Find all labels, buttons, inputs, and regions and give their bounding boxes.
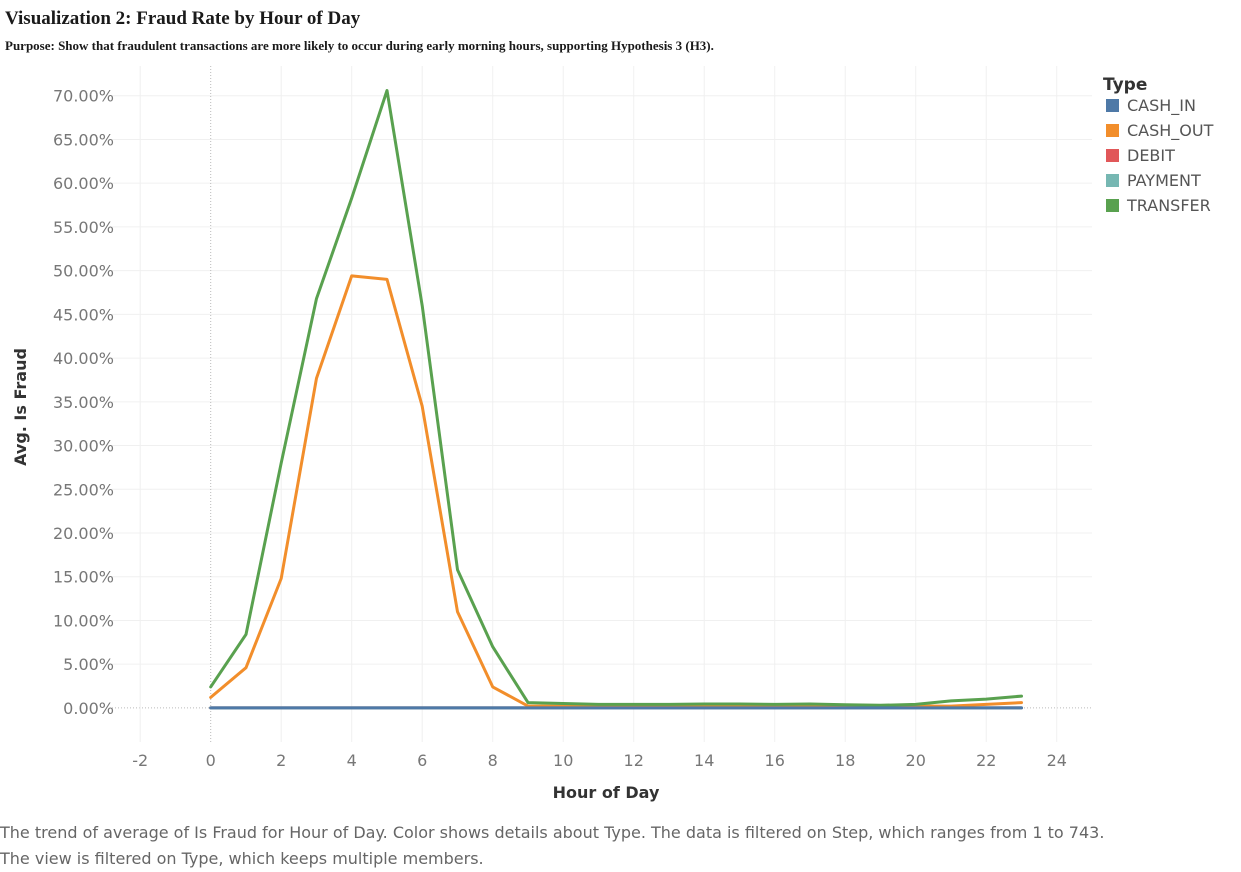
y-tick-label: 65.00% xyxy=(53,130,114,149)
y-tick-label: 10.00% xyxy=(53,611,114,630)
x-tick-label: 6 xyxy=(417,751,427,770)
y-tick-label: 60.00% xyxy=(53,174,114,193)
y-tick-label: 40.00% xyxy=(53,349,114,368)
x-tick-label: 12 xyxy=(624,751,644,770)
series-line-transfer xyxy=(209,89,1023,707)
legend-swatch xyxy=(1106,174,1119,187)
legend-swatch xyxy=(1106,199,1119,212)
x-tick-label: 22 xyxy=(976,751,996,770)
y-tick-label: 50.00% xyxy=(53,262,114,281)
chart-subtitle: Purpose: Show that fraudulent transactio… xyxy=(5,38,714,53)
x-tick-label: 2 xyxy=(276,751,286,770)
x-tick-label: 14 xyxy=(694,751,714,770)
series-lines xyxy=(209,89,1023,710)
y-tick-label: 70.00% xyxy=(53,87,114,106)
legend-title: Type xyxy=(1103,75,1147,95)
chart-title: Visualization 2: Fraud Rate by Hour of D… xyxy=(5,8,361,29)
legend-swatch xyxy=(1106,124,1119,137)
legend-label: CASH_OUT xyxy=(1127,121,1214,141)
line-chart: 0.00% 5.00% 10.00% 15.00% 20.00% 25.00% 30.00%… xyxy=(11,66,1214,802)
legend-items: CASH_IN CASH_OUT DEBIT PAYMENT TRANSFER xyxy=(1106,96,1214,215)
y-tick-label: 25.00% xyxy=(53,480,114,499)
x-tick-label: 10 xyxy=(553,751,573,770)
legend: Type CASH_IN CASH_OUT DEBIT PAYMENT TRANSFER xyxy=(1103,75,1214,215)
y-axis-title: Avg. Is Fraud xyxy=(11,348,30,466)
x-tick-label: -2 xyxy=(132,751,148,770)
legend-label: TRANSFER xyxy=(1126,196,1211,215)
x-tick-label: 18 xyxy=(835,751,855,770)
y-tick-label: 35.00% xyxy=(53,393,114,412)
legend-label: PAYMENT xyxy=(1127,171,1201,190)
series-line-cash-out xyxy=(209,274,1023,708)
legend-label: CASH_IN xyxy=(1127,96,1196,116)
x-axis-ticks: -2 0 2 4 6 8 10 12 14 16 18 20 22 24 xyxy=(132,751,1067,770)
y-tick-label: 30.00% xyxy=(53,437,114,456)
x-axis-title: Hour of Day xyxy=(553,783,660,802)
legend-swatch xyxy=(1106,99,1119,112)
x-tick-label: 24 xyxy=(1047,751,1067,770)
gridlines xyxy=(112,66,1092,742)
x-tick-label: 0 xyxy=(206,751,216,770)
caption-text: The trend of average of Is Fraud for Hou… xyxy=(0,823,1105,868)
y-tick-label: 20.00% xyxy=(53,524,114,543)
y-tick-label: 45.00% xyxy=(53,305,114,324)
x-tick-label: 16 xyxy=(765,751,785,770)
legend-label: DEBIT xyxy=(1127,146,1175,165)
legend-swatch xyxy=(1106,149,1119,162)
x-tick-label: 20 xyxy=(906,751,926,770)
y-tick-label: 5.00% xyxy=(63,655,114,674)
x-tick-label: 4 xyxy=(347,751,357,770)
y-tick-label: 15.00% xyxy=(53,568,114,587)
y-tick-label: 0.00% xyxy=(63,699,114,718)
y-tick-label: 55.00% xyxy=(53,218,114,237)
y-axis-ticks: 0.00% 5.00% 10.00% 15.00% 20.00% 25.00% 30.00%… xyxy=(53,87,114,718)
x-tick-label: 8 xyxy=(488,751,498,770)
